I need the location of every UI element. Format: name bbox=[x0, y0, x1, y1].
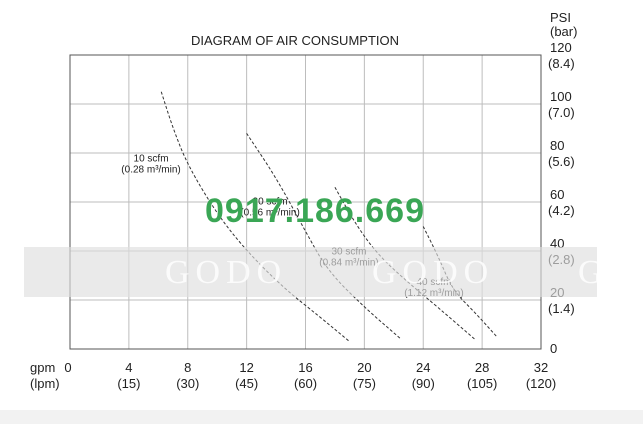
y-tick-label-secondary: (5.6) bbox=[548, 154, 575, 169]
series-label-secondary: (0.56 m³/min) bbox=[240, 208, 299, 219]
y-tick-label: 0 bbox=[550, 341, 557, 356]
y-axis: 020(1.4)40(2.8)60(4.2)80(5.6)100(7.0)120… bbox=[548, 40, 575, 356]
x-tick-label: 20 bbox=[357, 360, 371, 375]
series-line bbox=[160, 91, 350, 343]
x-tick-label: 28 bbox=[475, 360, 489, 375]
y-tick-label: 120 bbox=[550, 40, 572, 55]
y-tick-label: 100 bbox=[550, 89, 572, 104]
x-tick-label: 4 bbox=[125, 360, 132, 375]
y-tick-label: 80 bbox=[550, 138, 564, 153]
watermark-phone: 0917.186.669 bbox=[205, 192, 425, 230]
x-axis-title-secondary: (lpm) bbox=[30, 376, 60, 391]
x-tick-label-secondary: (45) bbox=[235, 376, 258, 391]
x-tick-label-secondary: (60) bbox=[294, 376, 317, 391]
plot-area bbox=[69, 54, 542, 350]
series-label: 20 scfm bbox=[253, 197, 288, 208]
x-tick-label-secondary: (90) bbox=[412, 376, 435, 391]
watermark-word: GODO bbox=[372, 254, 495, 291]
y-tick-label-secondary: (7.0) bbox=[548, 105, 575, 120]
x-tick-label: 32 bbox=[534, 360, 548, 375]
series-label-secondary: (0.28 m³/min) bbox=[121, 165, 180, 176]
x-tick-label: 24 bbox=[416, 360, 430, 375]
x-tick-label: 12 bbox=[239, 360, 253, 375]
x-tick-label-secondary: (15) bbox=[117, 376, 140, 391]
series-line bbox=[246, 133, 402, 340]
watermark-word: G bbox=[578, 254, 609, 291]
chart-title: DIAGRAM OF AIR CONSUMPTION bbox=[191, 33, 399, 48]
y-axis-title: PSI bbox=[550, 10, 571, 25]
y-axis-title-secondary: (bar) bbox=[550, 24, 577, 39]
x-axis: 0 4(15) 8(30) 12(45) 16(60) 20(75) 24(90) 28(10… bbox=[64, 360, 556, 391]
x-tick-label-secondary: (105) bbox=[467, 376, 497, 391]
x-tick-label-secondary: (120) bbox=[526, 376, 556, 391]
x-tick-label-secondary: (75) bbox=[353, 376, 376, 391]
x-tick-label: 16 bbox=[298, 360, 312, 375]
y-tick-label-secondary: (4.2) bbox=[548, 203, 575, 218]
watermark-band bbox=[24, 247, 597, 297]
x-axis-title: gpm bbox=[30, 360, 55, 375]
y-tick-label-secondary: (1.4) bbox=[548, 301, 575, 316]
y-tick-label: 60 bbox=[550, 187, 564, 202]
series-line bbox=[334, 187, 476, 340]
y-tick-label-secondary: (8.4) bbox=[548, 56, 575, 71]
series-label: 10 scfm bbox=[134, 154, 169, 165]
x-tick-label-secondary: (30) bbox=[176, 376, 199, 391]
watermark-word: GODO bbox=[165, 254, 288, 291]
footer-strip bbox=[0, 410, 643, 424]
x-tick-label: 8 bbox=[184, 360, 191, 375]
x-tick-label: 0 bbox=[64, 360, 71, 375]
